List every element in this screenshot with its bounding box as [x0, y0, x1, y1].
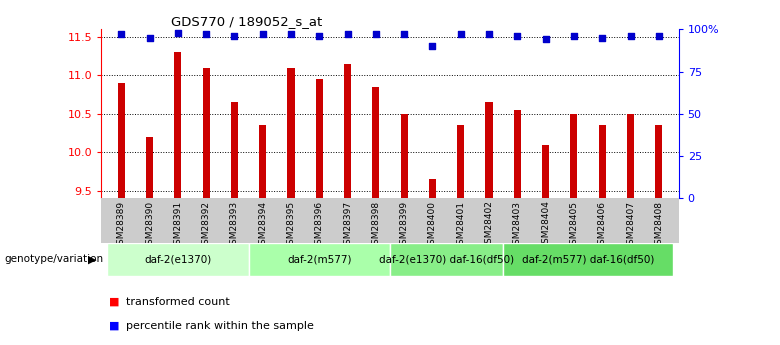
Point — [426, 43, 438, 49]
Bar — [570, 114, 577, 198]
Bar — [107, 243, 249, 276]
Text: GSM28389: GSM28389 — [117, 201, 126, 250]
Point — [624, 33, 636, 39]
Point — [228, 33, 240, 39]
Bar — [514, 110, 521, 198]
Point — [285, 32, 297, 37]
Text: GSM28408: GSM28408 — [654, 201, 663, 250]
Text: ■: ■ — [109, 321, 119, 331]
Text: ▶: ▶ — [88, 255, 96, 264]
Text: GSM28390: GSM28390 — [145, 201, 154, 250]
Point — [370, 32, 382, 37]
Bar — [503, 243, 673, 276]
Bar — [288, 68, 295, 198]
Text: GSM28400: GSM28400 — [428, 201, 437, 250]
Point — [483, 32, 495, 37]
Bar — [259, 125, 266, 198]
Bar — [101, 198, 679, 243]
Text: daf-2(e1370) daf-16(df50): daf-2(e1370) daf-16(df50) — [379, 255, 514, 265]
Bar — [231, 102, 238, 198]
Bar — [485, 102, 492, 198]
Bar — [655, 125, 662, 198]
Text: GSM28398: GSM28398 — [371, 201, 381, 250]
Text: GSM28391: GSM28391 — [173, 201, 183, 250]
Bar — [390, 243, 503, 276]
Bar — [249, 243, 390, 276]
Text: GSM28404: GSM28404 — [541, 201, 550, 249]
Text: ■: ■ — [109, 297, 119, 307]
Text: GSM28407: GSM28407 — [626, 201, 635, 250]
Text: GSM28392: GSM28392 — [201, 201, 211, 250]
Point — [596, 35, 608, 40]
Bar — [599, 125, 606, 198]
Text: daf-2(e1370): daf-2(e1370) — [144, 255, 211, 265]
Point — [342, 32, 354, 37]
Text: daf-2(m577) daf-16(df50): daf-2(m577) daf-16(df50) — [522, 255, 654, 265]
Point — [257, 32, 269, 37]
Bar — [542, 145, 549, 198]
Point — [398, 32, 410, 37]
Text: daf-2(m577): daf-2(m577) — [287, 255, 352, 265]
Bar — [174, 52, 181, 198]
Text: GSM28405: GSM28405 — [569, 201, 579, 250]
Bar — [457, 125, 464, 198]
Text: GSM28396: GSM28396 — [315, 201, 324, 250]
Text: genotype/variation: genotype/variation — [4, 255, 103, 264]
Bar — [203, 68, 210, 198]
Bar — [429, 179, 436, 198]
Text: percentile rank within the sample: percentile rank within the sample — [126, 321, 314, 331]
Point — [653, 33, 665, 39]
Text: GSM28403: GSM28403 — [512, 201, 522, 250]
Text: GSM28402: GSM28402 — [484, 201, 494, 249]
Text: GSM28393: GSM28393 — [230, 201, 239, 250]
Point — [200, 32, 212, 37]
Point — [455, 32, 467, 37]
Point — [313, 33, 325, 39]
Text: GSM28395: GSM28395 — [286, 201, 296, 250]
Bar — [146, 137, 153, 198]
Text: GSM28394: GSM28394 — [258, 201, 268, 250]
Text: transformed count: transformed count — [126, 297, 230, 307]
Point — [568, 33, 580, 39]
Bar — [344, 64, 351, 198]
Text: GSM28399: GSM28399 — [399, 201, 409, 250]
Point — [511, 33, 523, 39]
Point — [172, 30, 184, 36]
Bar — [316, 79, 323, 198]
Bar — [118, 83, 125, 198]
Bar — [372, 87, 379, 198]
Bar — [627, 114, 634, 198]
Bar — [401, 114, 408, 198]
Point — [115, 32, 127, 37]
Point — [144, 35, 156, 40]
Text: GSM28406: GSM28406 — [597, 201, 607, 250]
Text: GDS770 / 189052_s_at: GDS770 / 189052_s_at — [171, 15, 322, 28]
Point — [540, 37, 552, 42]
Text: GSM28401: GSM28401 — [456, 201, 465, 250]
Text: GSM28397: GSM28397 — [343, 201, 352, 250]
